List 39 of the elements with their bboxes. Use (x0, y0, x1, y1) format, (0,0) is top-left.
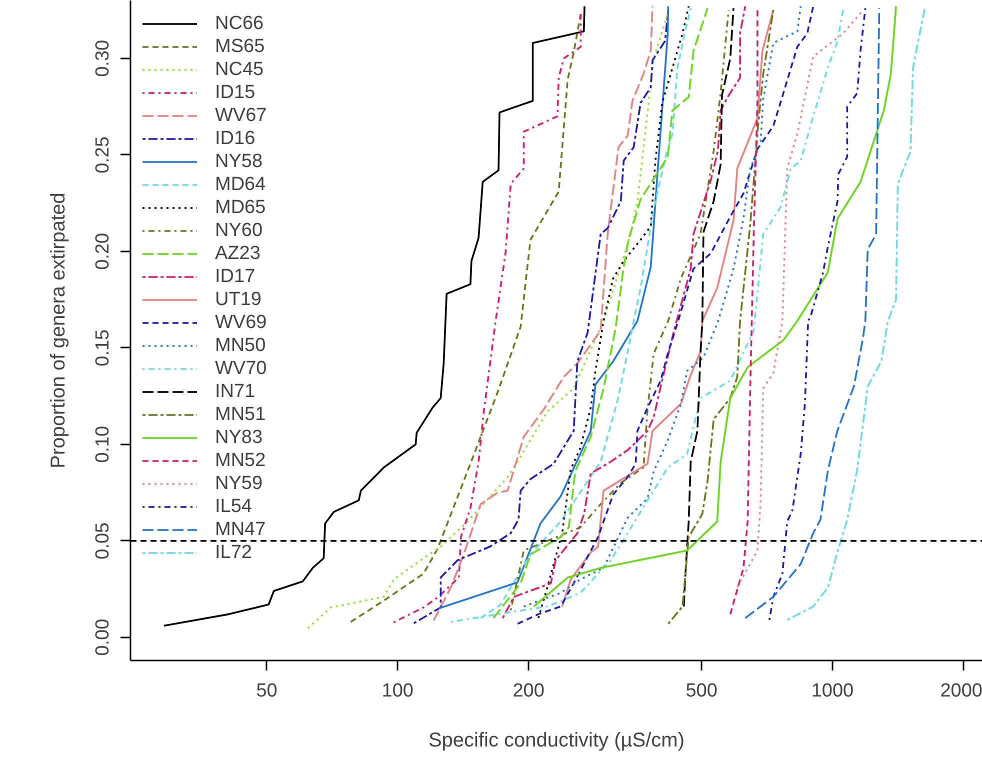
legend-label: IN71 (215, 380, 256, 403)
x-tick-label: 100 (382, 680, 414, 702)
legend-label: NC66 (215, 12, 264, 35)
legend-label: NC45 (215, 58, 264, 81)
x-tick-label: 500 (686, 680, 718, 702)
x-tick-label: 50 (256, 680, 278, 702)
y-tick-label: 0.30 (92, 40, 114, 77)
legend-label: AZ23 (215, 242, 260, 265)
legend-label: NY83 (215, 426, 263, 449)
legend-label: WV67 (215, 104, 267, 127)
y-tick-label: 0.10 (92, 426, 114, 463)
y-tick-label: 0.25 (92, 136, 114, 174)
legend-label: MN50 (215, 334, 266, 357)
legend-label: MD65 (215, 196, 266, 219)
y-tick-label: 0.20 (92, 232, 114, 270)
legend-label: MN51 (215, 403, 266, 426)
y-tick-label: 0.00 (92, 618, 114, 656)
legend-label: WV70 (215, 357, 267, 380)
legend-label: WV69 (215, 311, 267, 334)
legend-label: MD64 (215, 173, 266, 196)
x-axis-title: Specific conductivity (µS/cm) (428, 730, 685, 752)
legend-label: ID16 (215, 127, 256, 150)
legend-label: MS65 (215, 35, 265, 58)
legend-label: IL72 (215, 541, 252, 564)
x-tick-label: 2000 (940, 680, 982, 702)
legend-label: NY59 (215, 472, 263, 495)
x-tick-label: 200 (512, 680, 544, 702)
legend-label: UT19 (215, 288, 262, 311)
legend-label: NY58 (215, 150, 263, 173)
legend-label: ID17 (215, 265, 256, 288)
x-tick-label: 1000 (811, 680, 854, 702)
legend-label: ID15 (215, 81, 256, 104)
legend-label: NY60 (215, 219, 263, 242)
legend-label: MN52 (215, 449, 266, 472)
y-tick-label: 0.15 (92, 329, 114, 366)
y-axis-title: Proportion of genera extirpated (48, 192, 70, 468)
y-tick-label: 0.05 (92, 522, 114, 560)
legend-label: MN47 (215, 518, 266, 541)
legend-label: IL54 (215, 495, 252, 518)
